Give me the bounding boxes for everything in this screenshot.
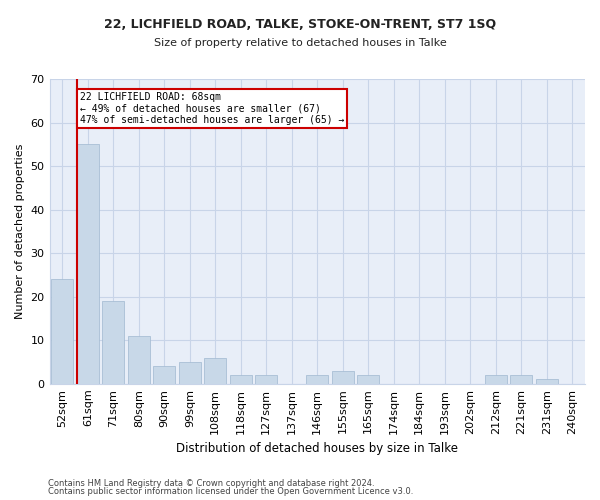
Bar: [205, 358, 226, 384]
Bar: [485, 375, 506, 384]
Bar: [77, 144, 98, 384]
Text: Size of property relative to detached houses in Talke: Size of property relative to detached ho…: [154, 38, 446, 48]
Y-axis label: Number of detached properties: Number of detached properties: [15, 144, 25, 319]
Bar: [52, 280, 73, 384]
Text: Contains public sector information licensed under the Open Government Licence v3: Contains public sector information licen…: [48, 487, 413, 496]
Bar: [332, 370, 353, 384]
Bar: [536, 380, 557, 384]
Bar: [103, 301, 124, 384]
Text: Contains HM Land Registry data © Crown copyright and database right 2024.: Contains HM Land Registry data © Crown c…: [48, 478, 374, 488]
Bar: [128, 336, 149, 384]
Bar: [179, 362, 200, 384]
Bar: [154, 366, 175, 384]
Bar: [307, 375, 328, 384]
Text: 22, LICHFIELD ROAD, TALKE, STOKE-ON-TRENT, ST7 1SQ: 22, LICHFIELD ROAD, TALKE, STOKE-ON-TREN…: [104, 18, 496, 30]
Bar: [256, 375, 277, 384]
Bar: [230, 375, 251, 384]
Bar: [358, 375, 379, 384]
Text: 22 LICHFIELD ROAD: 68sqm
← 49% of detached houses are smaller (67)
47% of semi-d: 22 LICHFIELD ROAD: 68sqm ← 49% of detach…: [80, 92, 344, 126]
Bar: [511, 375, 532, 384]
X-axis label: Distribution of detached houses by size in Talke: Distribution of detached houses by size …: [176, 442, 458, 455]
